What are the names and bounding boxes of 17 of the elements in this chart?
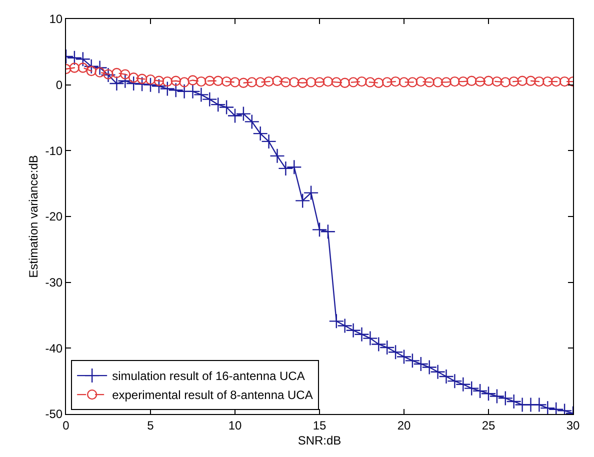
y-tick-label: -50: [45, 407, 63, 422]
y-tick-label: 0: [56, 78, 63, 92]
x-tick-label: 10: [228, 418, 242, 432]
y-tick-label: 10: [49, 12, 63, 26]
x-tick-label: 25: [482, 418, 496, 432]
x-tick-label: 15: [312, 418, 326, 432]
y-tick-label: -20: [45, 210, 63, 224]
x-tick-label: 5: [147, 418, 154, 432]
y-tick-label: -10: [45, 144, 63, 158]
legend-label: simulation result of 16-antenna UCA: [112, 369, 305, 384]
x-axis-title: SNR:dB: [298, 433, 342, 448]
x-tick-label: 30: [566, 418, 580, 432]
y-tick-label: -30: [45, 276, 63, 290]
legend-label: experimental result of 8-antenna UCA: [112, 388, 313, 402]
x-tick-label: 20: [397, 418, 411, 432]
y-axis-title: Estimation variance:dB: [26, 155, 41, 278]
y-tick-label: -40: [45, 341, 63, 356]
